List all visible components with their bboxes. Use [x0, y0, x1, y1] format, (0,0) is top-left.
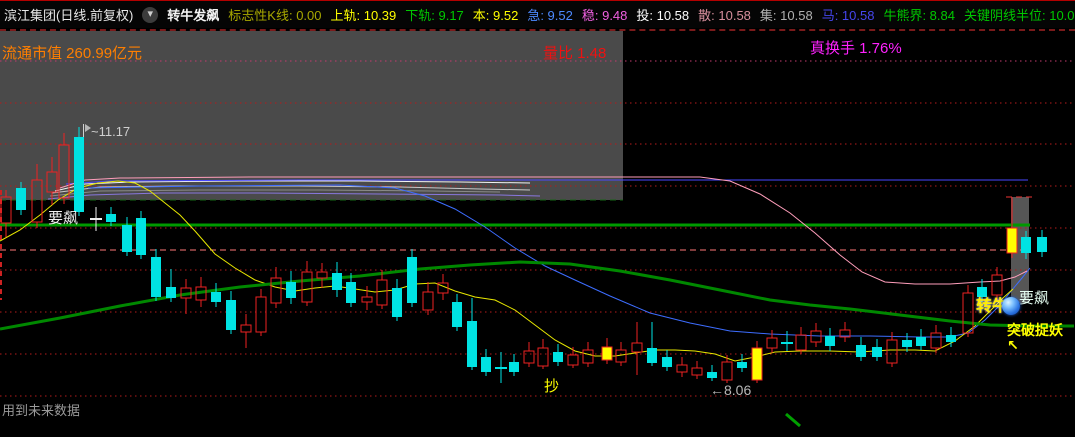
indicator-item: 关键阴线半位: 10.05 — [963, 8, 1075, 23]
peak-price-label: ~11.17 — [91, 124, 131, 139]
ma-blue-fall — [87, 184, 1031, 338]
strategy-name: 转牛发飙 — [167, 8, 220, 23]
ma-blue-flat — [65, 179, 1028, 185]
indicator-item: 急: 9.52 — [527, 8, 573, 23]
market-cap-label: 流通市值 260.99亿元 — [2, 45, 143, 62]
blue-orb-marker-icon — [1002, 297, 1020, 315]
ma-pink — [59, 176, 1028, 285]
header-separator — [0, 29, 1075, 31]
future-data-note: 用到未来数据 — [2, 403, 81, 418]
ma-gray-dark — [49, 189, 501, 197]
green-sliver — [785, 412, 801, 428]
indicator-item: 集: 10.58 — [759, 8, 813, 23]
stock-title: 滨江集团(日线.前复权) — [4, 8, 134, 23]
signal-text-chao: 抄 — [544, 378, 560, 395]
indicator-item: 标志性K线: 0.00 — [228, 8, 322, 23]
signal-text-breakout: 突破捉妖 ↖ — [1007, 322, 1063, 354]
indicator-item: 稳: 9.48 — [581, 8, 628, 23]
indicator-item: 投: 10.58 — [636, 8, 690, 23]
low-price-label: ←8.06 — [710, 382, 752, 398]
ma-purple — [47, 192, 541, 200]
turnover-label: 真换手 1.76% — [810, 40, 902, 57]
indicator-item: 马: 10.58 — [821, 8, 875, 23]
ma-yellow — [0, 180, 1014, 362]
indicator-item: 散: 10.58 — [698, 8, 751, 23]
indicator-item: 本: 9.52 — [472, 8, 519, 23]
peak-flag-icon — [83, 124, 91, 137]
signal-text-zhuanniu: 转牛 — [976, 298, 1009, 315]
signal-text-yaobiao-left: 要飙 — [48, 210, 79, 227]
indicator-item: 下轨: 9.17 — [405, 8, 464, 23]
chevron-down-icon[interactable]: ▾ — [142, 6, 159, 23]
signal-text-yaobiao-right: 要飙 — [1019, 290, 1050, 307]
indicator-item: 牛熊界: 8.84 — [883, 8, 955, 23]
ma-gray-light — [51, 185, 531, 194]
indicator-item: 上轨: 10.39 — [330, 8, 397, 23]
header-bar: 滨江集团(日线.前复权) ▾ 转牛发飙 标志性K线: 0.00 上轨: 10.39… — [0, 0, 1075, 28]
volume-ratio-label: 量比 1.48 — [543, 45, 607, 62]
info-overlay-panel — [0, 31, 623, 200]
indicator-readouts: 标志性K线: 0.00 上轨: 10.39 下轨: 9.17 本: 9.52 急: 9.… — [228, 5, 1075, 24]
ma-white — [54, 180, 531, 192]
ma-green-long — [0, 260, 1074, 331]
